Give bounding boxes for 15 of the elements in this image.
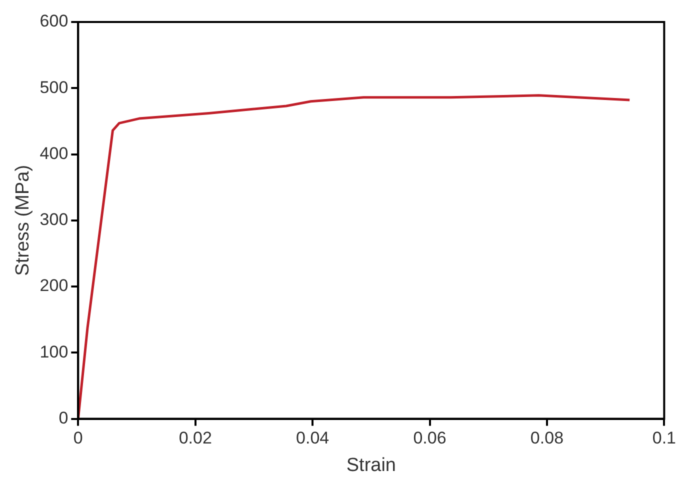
y-tick-label: 200	[40, 276, 68, 296]
x-tick-label: 0.1	[652, 428, 676, 448]
y-tick-label: 400	[40, 144, 68, 163]
x-tick-label: 0.08	[530, 428, 564, 448]
y-tick-label: 300	[40, 210, 68, 230]
y-tick-label: 100	[40, 342, 68, 362]
y-tick-label: 500	[40, 78, 68, 97]
x-tick-label: 0.06	[413, 428, 446, 448]
y-tick-label: 600	[40, 12, 68, 31]
x-tick-label: 0	[73, 428, 83, 448]
y-tick-label: 0	[58, 408, 68, 428]
x-axis-title: Strain	[346, 454, 396, 476]
x-tick-label: 0.02	[178, 428, 212, 448]
y-axis-title: Stress (MPa)	[12, 164, 34, 276]
x-tick-label: 0.04	[296, 428, 330, 448]
